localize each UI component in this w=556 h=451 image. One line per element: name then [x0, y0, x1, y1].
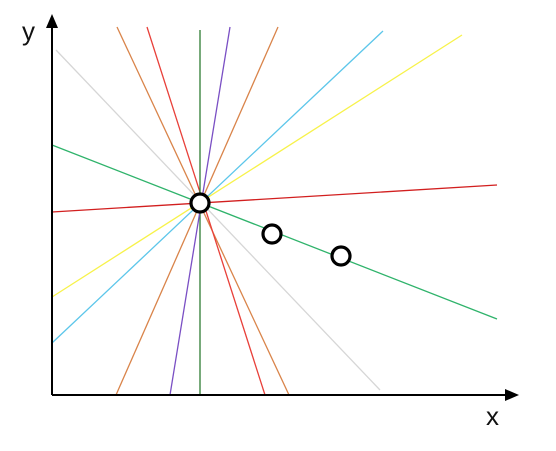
data-point-3	[330, 245, 352, 267]
x-axis-arrow-icon	[505, 389, 519, 401]
axes	[46, 14, 519, 401]
y-axis-label: y	[22, 16, 35, 46]
line-yellow	[51, 34, 463, 298]
pivot-point	[189, 192, 211, 214]
data-point-2	[261, 223, 283, 245]
candidate-lines	[51, 26, 498, 396]
line-gray	[55, 49, 381, 391]
y-axis-arrow-icon	[46, 14, 58, 28]
x-axis-label: x	[486, 401, 499, 431]
line-blue	[51, 30, 384, 344]
data-points	[189, 192, 352, 267]
line-red-shallow	[51, 184, 498, 213]
